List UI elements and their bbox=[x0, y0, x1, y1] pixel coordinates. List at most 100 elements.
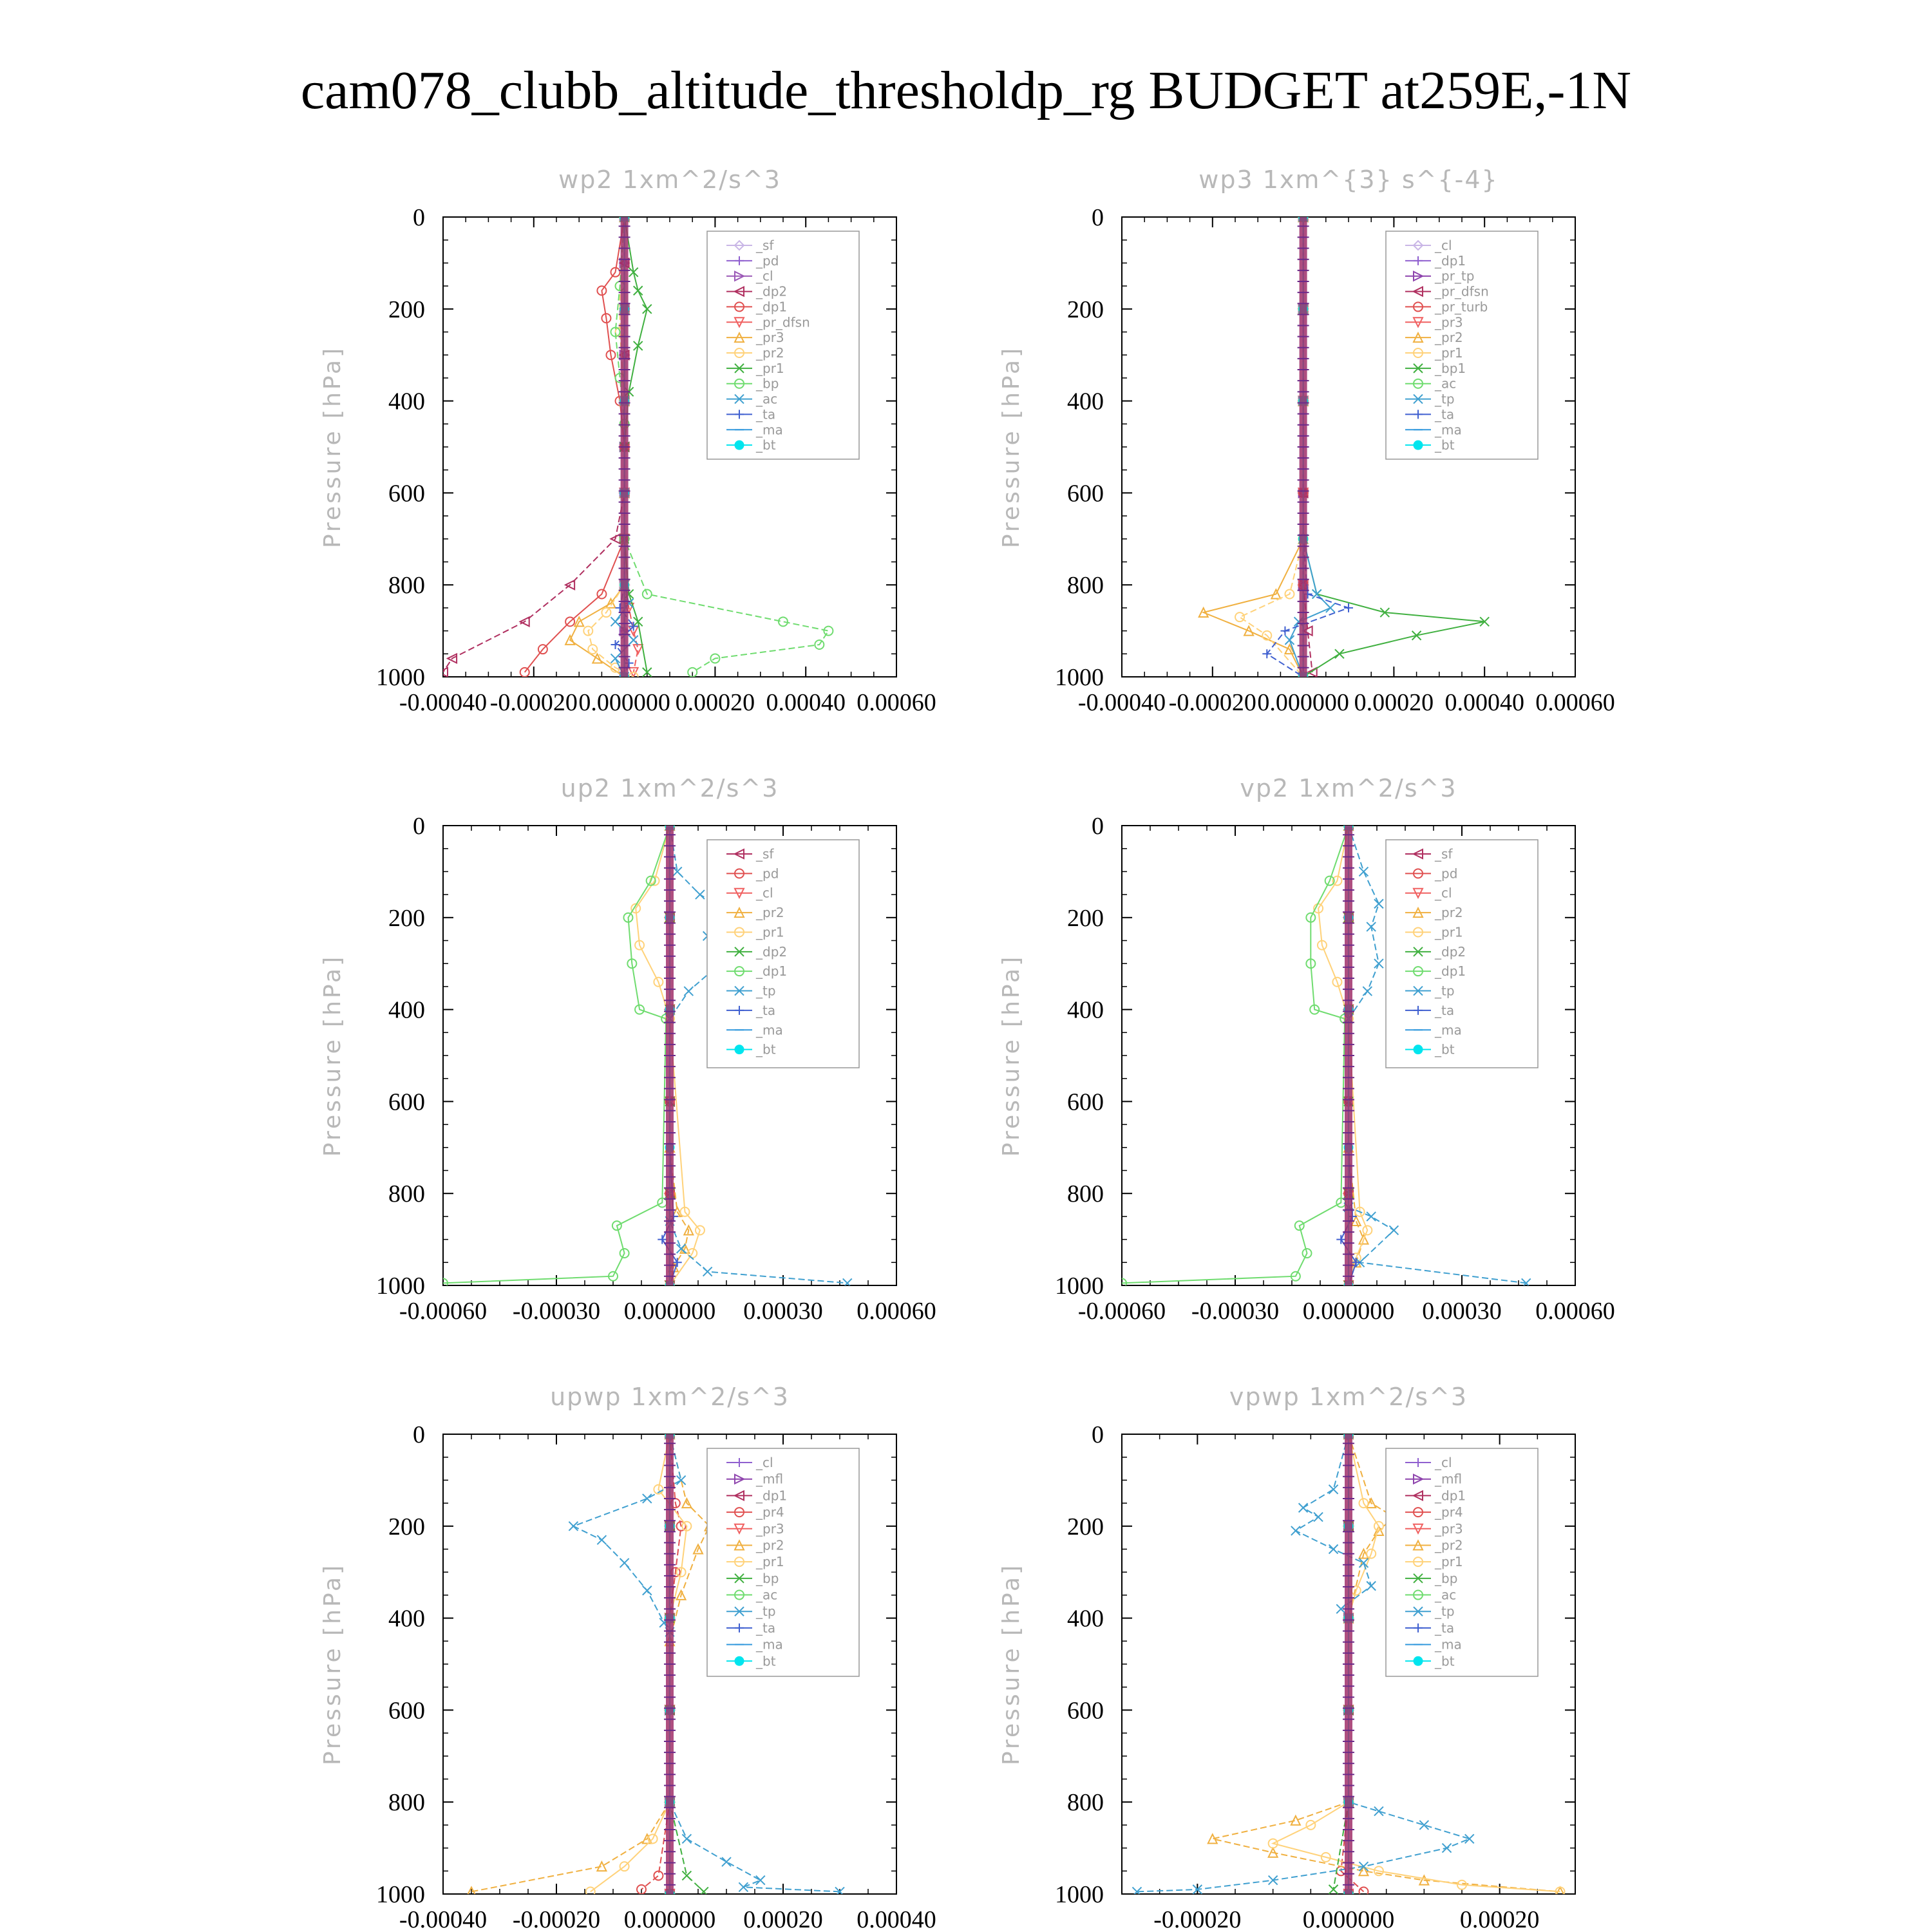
data-point bbox=[1351, 1258, 1361, 1267]
data-point bbox=[605, 597, 617, 609]
legend-label: _pr3 bbox=[755, 330, 784, 345]
legend-label: _pr4 bbox=[1434, 1504, 1463, 1520]
legend-marker bbox=[734, 378, 744, 389]
data-point bbox=[1358, 1548, 1370, 1559]
data-point bbox=[814, 639, 825, 650]
data-point bbox=[601, 607, 612, 618]
legend-label: _pd bbox=[1434, 866, 1457, 881]
x-tick-label: -0.00030 bbox=[1191, 1298, 1279, 1325]
legend-label: _ac bbox=[1434, 376, 1456, 392]
legend-marker bbox=[735, 1458, 744, 1467]
data-point bbox=[702, 1266, 713, 1277]
data-point bbox=[619, 1248, 630, 1259]
data-point bbox=[1298, 1502, 1309, 1513]
panel-title: vpwp 1xm^2/s^3 bbox=[1229, 1383, 1468, 1411]
data-point bbox=[467, 1886, 476, 1894]
data-point bbox=[641, 589, 652, 600]
data-point bbox=[1332, 976, 1343, 987]
legend-label: _pr2 bbox=[1434, 330, 1463, 345]
legend-label: _pr_turb bbox=[1434, 299, 1488, 314]
legend-marker bbox=[734, 317, 745, 328]
y-tick-label: 600 bbox=[1067, 480, 1104, 507]
legend-label: _tp bbox=[1434, 983, 1455, 999]
data-point bbox=[647, 1833, 658, 1844]
data-point bbox=[1457, 1879, 1467, 1890]
legend-label: _ta bbox=[755, 1620, 775, 1636]
x-tick-label: 0.00040 bbox=[857, 1906, 936, 1932]
legend-label: _pr_tp bbox=[1434, 269, 1474, 284]
legend-marker bbox=[734, 270, 746, 282]
data-point bbox=[1306, 667, 1318, 677]
y-tick-label: 800 bbox=[1067, 1789, 1104, 1816]
series-line-pr1 bbox=[1238, 217, 1304, 677]
data-point bbox=[710, 653, 721, 664]
legend-marker bbox=[1412, 1539, 1424, 1551]
panel-title: wp2 1xm^2/s^3 bbox=[558, 166, 781, 194]
legend-marker bbox=[1414, 410, 1423, 419]
data-point bbox=[1316, 940, 1327, 951]
legend-label: _pr2 bbox=[755, 905, 784, 920]
y-tick-label: 400 bbox=[1067, 1605, 1104, 1633]
legend-label: _ma bbox=[1434, 1637, 1462, 1653]
y-tick-label: 0 bbox=[1092, 1421, 1104, 1448]
legend-label: _cl bbox=[755, 886, 773, 901]
data-point bbox=[596, 1860, 608, 1872]
data-point bbox=[1198, 606, 1209, 618]
data-point bbox=[636, 1884, 647, 1894]
data-point bbox=[699, 1886, 709, 1894]
x-tick-label: 0.000000 bbox=[578, 689, 670, 716]
legend-marker bbox=[734, 1473, 746, 1485]
y-tick-label: 400 bbox=[388, 1605, 425, 1633]
data-point bbox=[1374, 1806, 1384, 1817]
legend-label: _pr1 bbox=[755, 924, 784, 940]
legend-label: _ac bbox=[755, 392, 777, 407]
data-point bbox=[676, 1244, 687, 1254]
legend-label: _pr1 bbox=[755, 361, 784, 376]
legend: _sf _pd _cl _pr2 _pr1 _dp2 _dp1 _tp _ta _ma _bt bbox=[1385, 839, 1539, 1068]
legend-label: _dp2 bbox=[755, 944, 787, 960]
legend-label: _pr_dfsn bbox=[755, 314, 810, 330]
y-axis-label: Pressure [hPa] bbox=[998, 1563, 1025, 1765]
data-point bbox=[1441, 1842, 1452, 1853]
series-line-dp1 bbox=[1122, 826, 1349, 1284]
data-point bbox=[1358, 1233, 1370, 1245]
legend-marker bbox=[1413, 985, 1423, 996]
legend-marker bbox=[1413, 1573, 1423, 1584]
legend-marker bbox=[1413, 927, 1423, 938]
y-tick-label: 1000 bbox=[376, 1881, 425, 1908]
data-point bbox=[583, 625, 594, 636]
y-tick-label: 600 bbox=[388, 1088, 425, 1115]
legend-marker bbox=[734, 927, 744, 938]
legend-label: _pd bbox=[755, 866, 779, 881]
data-point bbox=[1313, 1511, 1323, 1522]
data-point bbox=[568, 1521, 579, 1531]
y-tick-label: 600 bbox=[1067, 1697, 1104, 1724]
legend-marker bbox=[735, 256, 744, 265]
legend-marker bbox=[1413, 966, 1423, 977]
data-point bbox=[1267, 1875, 1278, 1886]
legend-label: _tp bbox=[1434, 392, 1455, 407]
data-point bbox=[1366, 1548, 1377, 1559]
data-point bbox=[672, 866, 683, 877]
y-tick-label: 1000 bbox=[376, 1273, 425, 1300]
page-title: cam078_clubb_altitude_thresholdp_rg BUDG… bbox=[300, 61, 1632, 120]
data-point bbox=[1555, 1886, 1566, 1894]
data-point bbox=[587, 644, 598, 655]
legend-label: _dp1 bbox=[1434, 1488, 1466, 1503]
series-group bbox=[1122, 826, 1531, 1285]
data-point bbox=[1302, 625, 1313, 637]
data-point bbox=[681, 1870, 692, 1881]
legend-marker bbox=[1413, 348, 1423, 358]
legend-marker bbox=[1413, 270, 1425, 282]
legend-label: _sf bbox=[755, 238, 774, 253]
series-group bbox=[467, 1434, 845, 1894]
legend-marker bbox=[734, 363, 744, 374]
data-point bbox=[1521, 1278, 1531, 1285]
data-point bbox=[627, 958, 638, 969]
legend-marker bbox=[734, 1523, 745, 1535]
chart-panel-3: up2 1xm^2/s^3 Pressure [hPa] 0 200 400 600 800… bbox=[319, 774, 936, 1325]
y-tick-label: 800 bbox=[1067, 572, 1104, 599]
legend-marker bbox=[734, 1507, 744, 1518]
data-point bbox=[687, 667, 698, 677]
legend-label: _ta bbox=[755, 406, 775, 422]
